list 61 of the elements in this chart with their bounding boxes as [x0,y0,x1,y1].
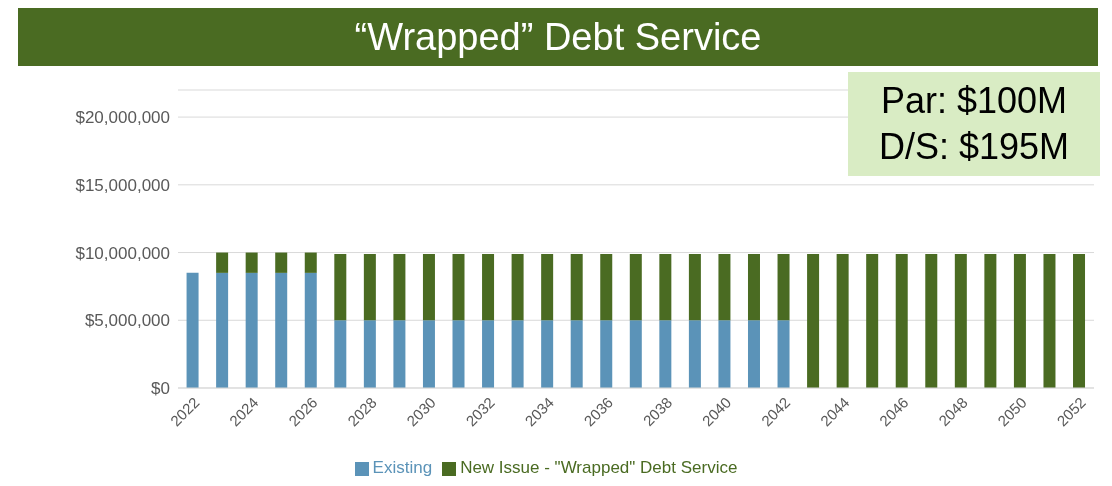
bar [718,253,731,321]
bar [511,320,524,388]
bar [688,320,701,388]
bar [452,320,465,388]
bar [363,253,376,321]
annotation: D/S: $195M [877,125,1071,169]
y-tick-label: $20,000,000 [75,108,170,128]
bar [334,320,347,388]
bar [186,272,199,388]
bar [304,272,317,388]
bar [216,272,229,388]
bar [629,253,642,321]
bar [600,253,613,321]
bar [629,320,642,388]
bar [482,253,495,321]
y-tick-label: $10,000,000 [75,243,170,263]
bar [482,320,495,388]
bar [777,320,790,388]
bar [1013,253,1026,388]
bar [275,252,288,273]
bar [245,272,258,388]
bar [777,253,790,321]
bar [659,320,672,388]
bar [600,320,613,388]
bar [1073,253,1086,388]
y-tick-label: $5,000,000 [84,311,170,331]
bar [954,253,967,388]
bar [836,253,849,388]
bar [452,253,465,321]
bar [334,253,347,321]
bar [866,253,879,388]
bar [216,252,229,273]
bar [570,253,583,321]
bar [807,253,820,388]
bar [275,272,288,388]
bar [570,320,583,388]
bar [363,320,376,388]
bar [393,320,406,388]
bar [422,320,435,388]
chart-title: “Wrapped” Debt Service [18,8,1098,66]
legend-label: New Issue - "Wrapped" Debt Service [460,458,738,477]
bar [422,253,435,321]
bar [541,320,554,388]
bar [245,252,258,273]
bar [541,253,554,321]
bar [984,253,997,388]
annotation: Par: $100M [879,79,1069,123]
bar [393,253,406,321]
bar [747,320,760,388]
bar [925,253,938,388]
legend-label: Existing [372,458,433,477]
bar [304,252,317,273]
bar [659,253,672,321]
bar [718,320,731,388]
bar [895,253,908,388]
bar [1043,253,1056,388]
y-tick-label: $0 [151,379,170,399]
bar [747,253,760,321]
bar [688,253,701,321]
bar [511,253,524,321]
y-tick-label: $15,000,000 [75,175,170,195]
